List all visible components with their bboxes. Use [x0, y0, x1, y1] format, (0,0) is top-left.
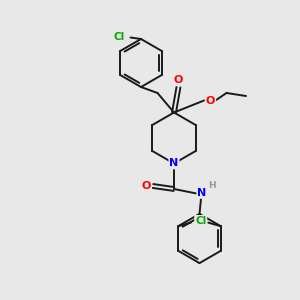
Text: O: O — [142, 181, 151, 191]
Text: Cl: Cl — [114, 32, 125, 43]
Text: O: O — [174, 75, 183, 85]
Text: N: N — [197, 188, 206, 198]
Text: N: N — [169, 158, 178, 169]
Text: Cl: Cl — [195, 216, 206, 226]
Text: H: H — [208, 181, 216, 190]
Text: O: O — [206, 95, 215, 106]
